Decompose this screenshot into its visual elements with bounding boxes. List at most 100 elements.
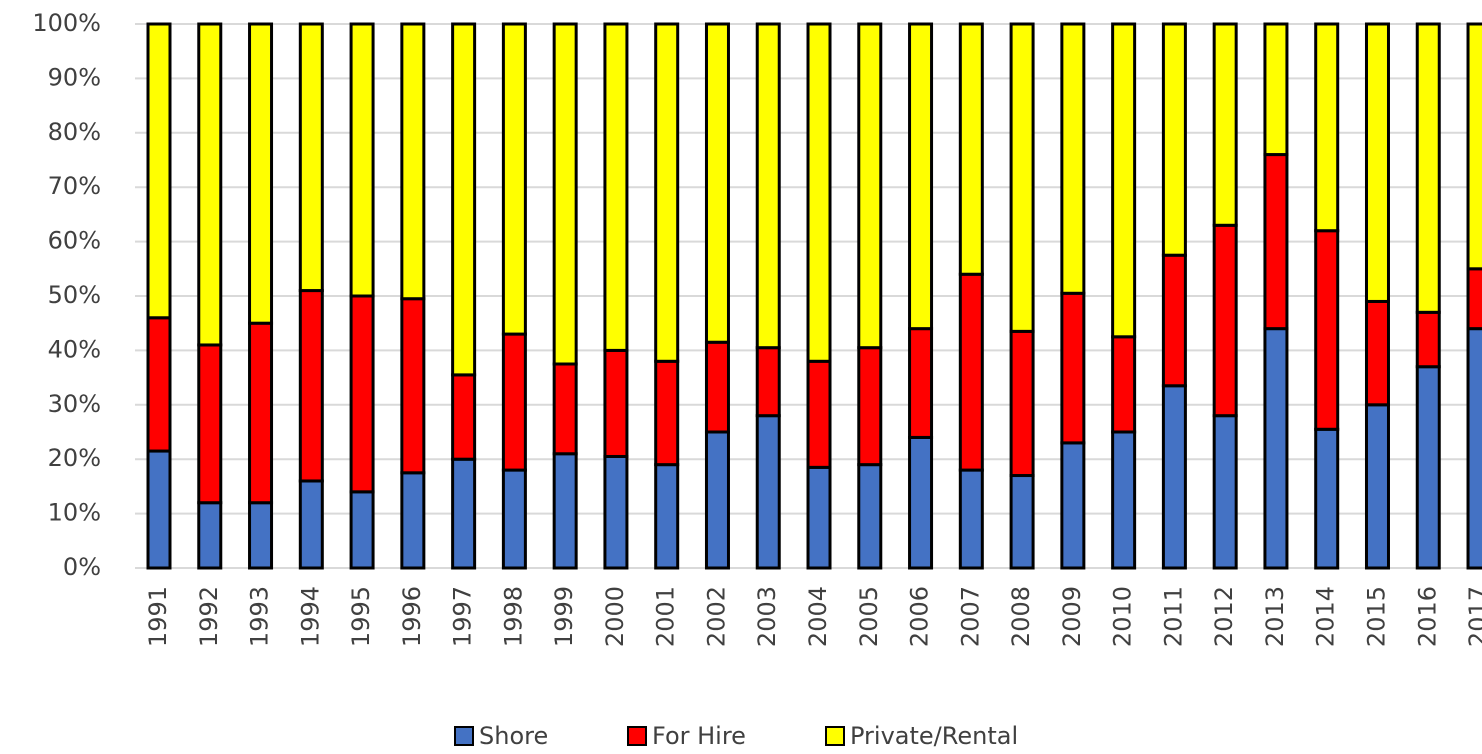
bar-segment — [146, 449, 172, 570]
bar-segment — [451, 22, 477, 377]
x-tick-label: 1996 — [398, 586, 426, 647]
bar-segment — [501, 468, 527, 570]
bar-segment — [1364, 299, 1390, 407]
bar-segment — [400, 22, 426, 301]
legend-swatch — [627, 726, 647, 746]
y-tick-label: 40% — [48, 335, 101, 363]
bar-segment — [1111, 335, 1137, 434]
x-tick-label: 2013 — [1261, 586, 1289, 647]
x-tick-label: 1995 — [347, 586, 375, 647]
bar-segment — [349, 22, 375, 298]
x-tick-label: 1998 — [499, 586, 527, 647]
bar-segment — [1060, 441, 1086, 570]
bar-segment — [958, 272, 984, 472]
bar-segment — [298, 289, 324, 483]
bar-segment — [400, 471, 426, 570]
bar-segment — [146, 316, 172, 453]
bar-segment — [451, 373, 477, 461]
y-tick-label: 60% — [48, 227, 101, 255]
bar-segment — [1009, 474, 1035, 570]
bar-segment — [248, 501, 274, 570]
x-tick-label: 2007 — [956, 586, 984, 647]
bar-segment — [1314, 427, 1340, 570]
bar-segment — [857, 22, 883, 350]
legend-swatch — [825, 726, 845, 746]
bar-segment — [1415, 22, 1441, 314]
bar-segment — [1161, 22, 1187, 257]
bar-segment — [1212, 223, 1238, 418]
bar-segment — [501, 332, 527, 472]
x-tick-label: 1999 — [550, 586, 578, 647]
bar-segment — [704, 22, 730, 344]
bar-segment — [1466, 267, 1482, 331]
bar-segment — [1415, 365, 1441, 570]
x-tick-label: 2001 — [652, 586, 680, 647]
bar-segment — [1314, 22, 1340, 233]
x-tick-label: 2000 — [601, 586, 629, 647]
bar-segment — [1263, 327, 1289, 570]
x-tick-label: 2003 — [753, 586, 781, 647]
bar-segment — [1111, 22, 1137, 339]
bar-segment — [1161, 384, 1187, 570]
x-tick-label: 2008 — [1007, 586, 1035, 647]
bar-segment — [1212, 414, 1238, 570]
bar-segment — [1111, 430, 1137, 570]
bar-segment — [603, 348, 629, 458]
bar-segment — [1263, 153, 1289, 331]
x-tick-label: 1992 — [195, 586, 223, 647]
x-tick-label: 2004 — [804, 586, 832, 647]
bar-segment — [1466, 22, 1482, 271]
bar-segment — [1009, 22, 1035, 333]
bar-segment — [1466, 327, 1482, 570]
bar-segment — [298, 22, 324, 293]
bar-segment — [704, 340, 730, 434]
x-tick-label: 1994 — [296, 586, 324, 647]
bar-segment — [654, 359, 680, 467]
bar-segment — [1009, 329, 1035, 478]
bar-segment — [1364, 22, 1390, 303]
bar-segment — [146, 22, 172, 320]
bar-segment — [654, 463, 680, 570]
y-tick-label: 30% — [48, 390, 101, 418]
x-tick-label: 2006 — [906, 586, 934, 647]
bar-segment — [400, 297, 426, 475]
x-tick-label: 2002 — [702, 586, 730, 647]
bar-segment — [1161, 253, 1187, 388]
y-tick-label: 100% — [32, 9, 101, 37]
x-tick-label: 2017 — [1464, 586, 1482, 647]
bar-segment — [908, 435, 934, 570]
legend-label: For Hire — [652, 722, 746, 750]
bar-segment — [552, 362, 578, 456]
bar-segment — [603, 22, 629, 352]
bar-segment — [755, 346, 781, 418]
bar-segment — [806, 359, 832, 469]
x-tick-label: 1993 — [246, 586, 274, 647]
bar-segment — [908, 327, 934, 439]
legend-swatch — [454, 726, 474, 746]
bar-segment — [857, 346, 883, 467]
bar-segment — [1060, 22, 1086, 295]
bar-segment — [857, 463, 883, 570]
legend-label: Shore — [479, 722, 548, 750]
y-tick-label: 80% — [48, 118, 101, 146]
bar-segment — [908, 22, 934, 331]
y-tick-label: 20% — [48, 444, 101, 472]
bar-segment — [501, 22, 527, 336]
bar-segment — [298, 479, 324, 570]
y-tick-label: 0% — [63, 553, 101, 581]
bar-segment — [958, 468, 984, 570]
bar-segment — [451, 457, 477, 570]
bar-segment — [704, 430, 730, 570]
x-tick-label: 2010 — [1109, 586, 1137, 647]
bar-segment — [755, 22, 781, 350]
x-tick-label: 1997 — [449, 586, 477, 647]
y-tick-label: 50% — [48, 281, 101, 309]
bar-segment — [1364, 403, 1390, 570]
y-tick-label: 10% — [48, 499, 101, 527]
bar-segment — [552, 452, 578, 570]
bar-segment — [806, 465, 832, 570]
bar-segment — [197, 22, 223, 347]
x-tick-label: 2016 — [1413, 586, 1441, 647]
x-tick-label: 2015 — [1362, 586, 1390, 647]
